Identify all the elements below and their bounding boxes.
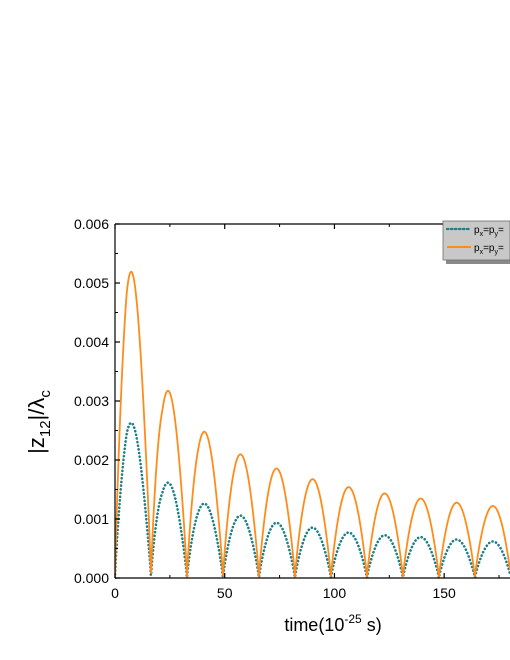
x-axis-ticks: 0 50 100 150: [111, 224, 500, 601]
y-tick-label: 0.006: [74, 216, 109, 232]
series-line-dotted: [115, 421, 510, 579]
series-layer: [115, 270, 510, 579]
y-label-den-sub: c: [37, 390, 54, 398]
y-label-num: |z: [24, 437, 49, 454]
x-axis-label: time(10-25 s): [284, 612, 381, 635]
y-label-mid: |/λ: [24, 398, 49, 421]
y-label-num-sub: 12: [37, 420, 54, 437]
y-axis-ticks: 0.000 0.001 0.002 0.003 0.004 0.005 0.006: [74, 216, 120, 586]
legend-label-2: px=py=: [474, 243, 504, 256]
x-label-base: time(10: [284, 615, 344, 635]
x-tick-label: 0: [111, 585, 119, 601]
legend-box: [442, 220, 510, 261]
series-line-solid: [115, 270, 510, 579]
x-tick-label: 50: [217, 585, 233, 601]
y-axis-label: |z12|/λc: [24, 390, 54, 454]
y-tick-label: 0.002: [74, 452, 109, 468]
y-tick-label: 0.004: [74, 334, 109, 350]
legend-label-1: px=py=: [474, 225, 504, 238]
y-tick-label: 0.003: [74, 393, 109, 409]
y-tick-label: 0.001: [74, 511, 109, 527]
x-label-exponent: -25: [344, 612, 362, 626]
legend: px=py= px=py=: [442, 220, 510, 264]
y-tick-label: 0.005: [74, 275, 109, 291]
x-tick-label: 150: [432, 585, 456, 601]
x-label-unit: s): [362, 615, 382, 635]
y-tick-label: 0.000: [74, 570, 109, 586]
x-tick-label: 100: [323, 585, 347, 601]
